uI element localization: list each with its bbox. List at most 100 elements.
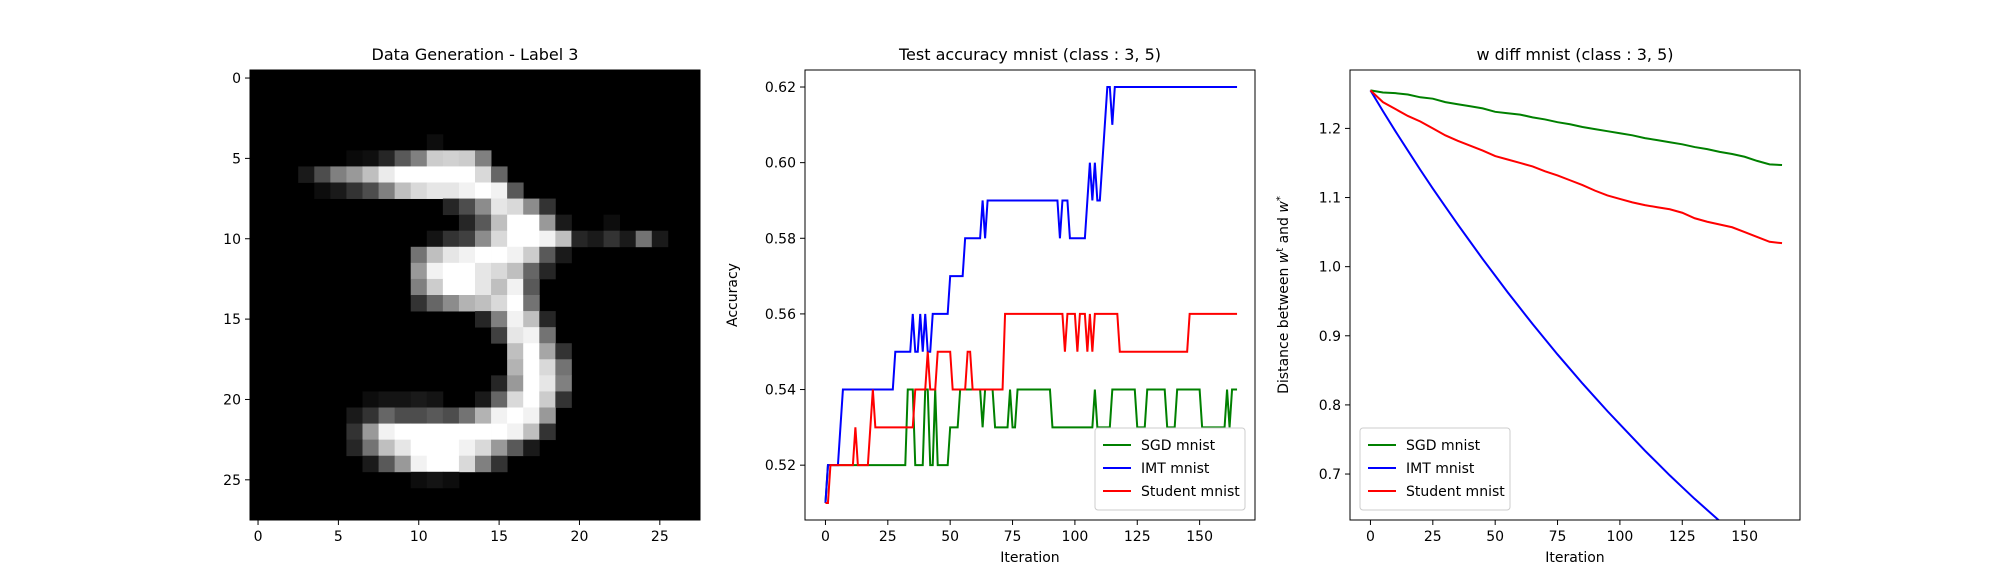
- image-pixel: [603, 214, 621, 232]
- image-pixel: [507, 278, 524, 296]
- image-pixel: [426, 262, 444, 280]
- image-pixel: [507, 246, 524, 264]
- image-pixel: [491, 246, 508, 264]
- image-pixel: [378, 391, 396, 408]
- y-tick-label: 20: [223, 392, 241, 408]
- axes-frame: [804, 69, 1256, 521]
- image-pixel: [458, 214, 476, 232]
- image-pixel: [523, 198, 540, 216]
- legend: SGD mnist IMT mnist Student mnist: [1359, 427, 1511, 511]
- x-tick-label: 20: [571, 529, 589, 545]
- image-pixel: [491, 311, 508, 328]
- y-tick-label: 1.2: [1319, 121, 1341, 137]
- image-pixel: [475, 391, 492, 408]
- y-tick-label: 0.54: [765, 383, 796, 399]
- x-tick-label: 150: [1731, 529, 1758, 545]
- image-pixel: [394, 391, 412, 408]
- x-tick-label: 50: [1486, 529, 1504, 545]
- image-pixel: [523, 327, 540, 344]
- image-pixel: [442, 295, 460, 312]
- image-pixel: [442, 278, 460, 296]
- image-pixel: [378, 166, 396, 183]
- image-pixel: [475, 150, 492, 167]
- image-pixel: [410, 262, 428, 280]
- image-pixel: [410, 166, 428, 183]
- image-pixel: [458, 166, 476, 183]
- image-pixel: [458, 198, 476, 216]
- x-tick-label: 25: [1424, 529, 1442, 545]
- image-pixel: [410, 407, 428, 424]
- image-pixel: [458, 278, 476, 296]
- image-pixel: [378, 150, 396, 167]
- y-axis-label: Distance between wt and w*: [1275, 196, 1293, 394]
- image-pixel: [539, 343, 556, 360]
- image-pixel: [587, 230, 604, 248]
- x-tick-label: 75: [1549, 529, 1567, 545]
- image-pixel: [442, 150, 460, 167]
- image-pixel: [442, 198, 460, 216]
- image-pixel: [442, 439, 460, 457]
- image-pixel: [539, 214, 556, 232]
- image-pixel: [523, 214, 540, 232]
- y-tick-label: 5: [232, 151, 241, 167]
- x-tick-label: 0: [821, 529, 830, 545]
- y-tick-label: 1.1: [1319, 191, 1341, 207]
- image-pixel: [346, 150, 363, 167]
- image-pixel: [475, 166, 492, 183]
- image-pixel: [475, 407, 492, 424]
- image-pixel: [442, 455, 460, 473]
- image-pixel: [346, 182, 363, 199]
- image-pixel: [426, 471, 444, 489]
- image-pixel: [491, 407, 508, 424]
- x-axis-label: Iteration: [1000, 550, 1059, 566]
- axes-frame: [249, 69, 701, 521]
- image-pixel: [555, 230, 572, 248]
- image-pixel: [426, 182, 444, 199]
- image-pixel: [475, 246, 492, 264]
- image-pixel: [410, 471, 428, 489]
- image-pixel: [410, 455, 428, 473]
- image-pixel: [507, 214, 524, 232]
- image-pixel: [475, 311, 492, 328]
- image-pixel: [458, 150, 476, 167]
- y-tick-label: 1.0: [1319, 260, 1341, 276]
- image-pixel: [523, 375, 540, 392]
- image-pixel: [507, 375, 524, 392]
- image-pixel: [507, 439, 524, 457]
- image-pixel: [378, 439, 396, 457]
- y-tick-label: 25: [223, 473, 241, 489]
- image-pixel: [507, 327, 524, 344]
- image-pixel: [523, 311, 540, 328]
- series-line-imt-mnist: [824, 86, 1238, 504]
- image-pixel: [507, 423, 524, 441]
- image-pixel: [475, 262, 492, 280]
- image-pixel: [539, 246, 556, 264]
- image-pixel: [362, 391, 379, 408]
- image-pixel: [458, 230, 476, 248]
- subplot-1: Data Generation - Label 3 0 5 10 15 20 25 0 5 10 1…: [223, 45, 701, 545]
- image-pixel: [410, 278, 428, 296]
- image-pixel: [410, 423, 428, 441]
- legend-box: [1359, 427, 1511, 511]
- image-pixel: [507, 182, 524, 199]
- legend-label: SGD mnist: [1406, 438, 1481, 454]
- image-pixel: [523, 391, 540, 408]
- subplot-3: w diff mnist (class : 3, 5) 0 25 50 75 100 125…: [1275, 45, 1801, 566]
- image-pixel: [410, 150, 428, 167]
- y-tick-label: 0.7: [1319, 467, 1341, 483]
- image-pixel: [458, 455, 476, 473]
- image-pixel: [507, 359, 524, 376]
- image-pixel: [442, 471, 460, 489]
- legend-label: Student mnist: [1406, 484, 1505, 500]
- image-pixel: [426, 439, 444, 457]
- image-pixel: [539, 230, 556, 248]
- image-pixel: [507, 295, 524, 312]
- image-pixel: [362, 150, 379, 167]
- image-pixel: [378, 407, 396, 424]
- image-pixel: [458, 182, 476, 199]
- image-pixel: [426, 166, 444, 183]
- legend-label: IMT mnist: [1406, 461, 1475, 477]
- image-pixel: [491, 166, 508, 183]
- image-pixel: [539, 407, 556, 424]
